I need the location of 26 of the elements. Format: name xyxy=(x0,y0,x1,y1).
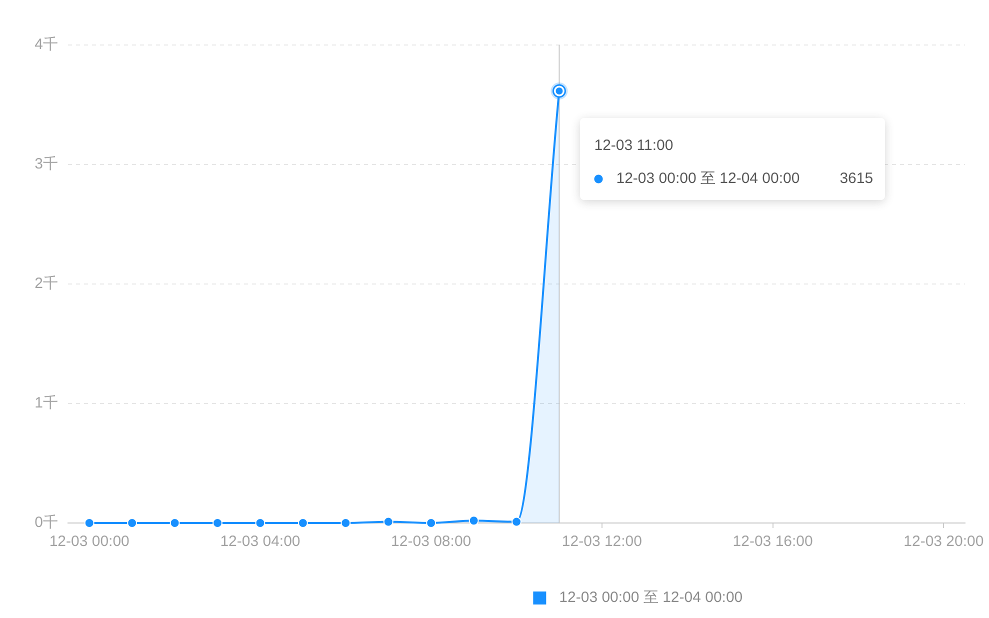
annotation: 12-03 11:00 xyxy=(594,136,674,156)
point xyxy=(468,516,479,526)
point xyxy=(127,518,138,528)
y-tick-label: 3千 xyxy=(34,156,58,173)
point xyxy=(84,518,94,528)
y-tick-label: 2千 xyxy=(34,275,58,292)
point xyxy=(426,518,436,528)
point xyxy=(170,518,180,528)
x-tick-label: 12-03 00:00 xyxy=(49,533,130,550)
x-tick-label: 12-03 20:00 xyxy=(904,533,984,550)
tooltip: 12-03 11:00 12-03 00:00 至 12-04 00:00 3615 xyxy=(580,118,886,200)
point xyxy=(212,518,223,528)
y-tick-label: 4千 xyxy=(34,36,58,54)
point xyxy=(298,518,308,528)
legend-label: 12-03 00:00 至 12-04 00:00 xyxy=(559,589,743,606)
point xyxy=(383,516,394,527)
y-tick-label: 0千 xyxy=(34,514,58,532)
x-tick-label: 12-03 08:00 xyxy=(391,533,472,550)
annotation: 3615 xyxy=(838,169,874,189)
point xyxy=(512,516,522,527)
x-tick-label: 12-03 12:00 xyxy=(562,533,642,550)
x-tick-label: 12-03 04:00 xyxy=(220,533,300,550)
point xyxy=(255,518,266,528)
point xyxy=(340,518,351,528)
x-tick-label: 12-03 16:00 xyxy=(732,533,813,550)
y-tick-label: 1千 xyxy=(34,394,58,412)
